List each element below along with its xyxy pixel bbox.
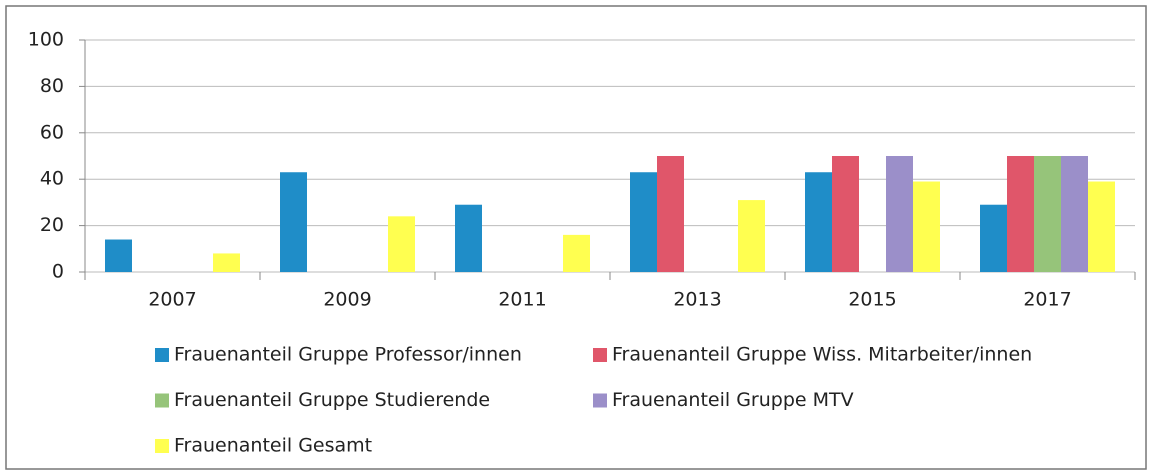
bar [1034,156,1061,272]
bar [455,204,482,272]
legend-label: Frauenanteil Gruppe Wiss. Mitarbeiter/in… [612,344,1032,366]
bar [213,253,240,272]
y-tick-label: 0 [52,261,64,283]
bar [105,239,132,272]
legend-swatch [593,348,607,362]
bar [563,234,590,272]
bar [1088,181,1115,272]
legend-swatch [155,348,169,362]
legend-swatch [155,439,169,453]
bar [1061,156,1088,272]
bar [630,172,657,272]
y-tick-label: 20 [40,214,64,236]
legend-label: Frauenanteil Gruppe MTV [612,389,854,411]
y-tick-label: 100 [28,29,64,51]
bar [805,172,832,272]
x-tick-label: 2009 [323,289,371,311]
legend-label: Frauenanteil Gesamt [174,435,372,457]
x-tick-label: 2015 [848,289,896,311]
bar [832,156,859,272]
x-tick-label: 2007 [148,289,196,311]
x-tick-label: 2013 [673,289,721,311]
bar [280,172,307,272]
bar [388,216,415,272]
bar [657,156,684,272]
y-tick-label: 40 [40,168,64,190]
bar [913,181,940,272]
x-tick-label: 2011 [498,289,546,311]
bar [1007,156,1034,272]
legend-label: Frauenanteil Gruppe Studierende [174,389,490,411]
bar [980,204,1007,272]
x-tick-label: 2017 [1023,289,1071,311]
bar [886,156,913,272]
y-tick-label: 80 [40,75,64,97]
y-tick-label: 60 [40,121,64,143]
legend-swatch [155,393,169,408]
legend-label: Frauenanteil Gruppe Professor/innen [174,344,522,366]
legend-swatch [593,393,607,408]
bar [738,200,765,272]
